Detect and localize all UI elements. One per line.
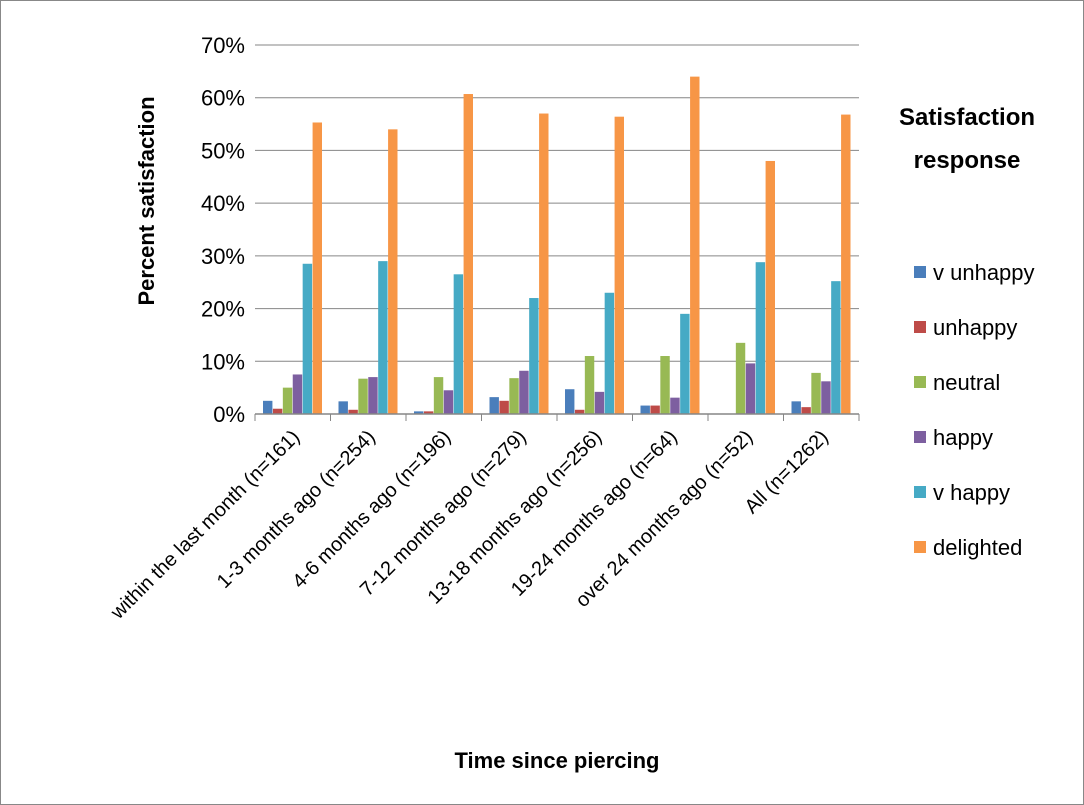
legend-item: delighted [914, 535, 1022, 560]
legend-label: happy [933, 425, 993, 450]
bar-happy [368, 377, 378, 414]
legend-swatch [914, 321, 926, 333]
bar-unhappy [348, 409, 358, 414]
x-axis-tick-labels: within the last month (n=161)1-3 months … [106, 426, 833, 624]
bar-happy [745, 363, 756, 414]
bar-happy [821, 381, 831, 414]
legend-item: v happy [914, 480, 1010, 505]
bar-group [489, 113, 549, 415]
legend-swatch [914, 541, 926, 553]
bar-delighted [614, 116, 624, 414]
bar-happy [519, 370, 529, 414]
bar-v-happy [604, 292, 615, 414]
legend-label: neutral [933, 370, 1000, 395]
bar-v-unhappy [338, 401, 348, 414]
legend-label: v unhappy [933, 260, 1035, 285]
bar-v-unhappy [489, 397, 499, 414]
y-tick-label: 10% [201, 349, 245, 374]
bar-delighted [539, 113, 549, 415]
bar-group [338, 129, 398, 415]
bar-v-happy [755, 262, 766, 414]
legend-title-line-2: response [914, 147, 1021, 174]
y-tick-label: 70% [201, 33, 245, 58]
x-axis [254, 413, 860, 421]
bar-group [414, 94, 473, 414]
bar-delighted [690, 76, 700, 414]
bar-v-unhappy [565, 389, 575, 414]
bar-neutral [509, 378, 519, 414]
bar-happy [292, 374, 303, 414]
legend-swatch [914, 266, 926, 278]
legend-swatch [914, 376, 926, 388]
bar-happy [443, 390, 454, 414]
legend-label: unhappy [933, 315, 1017, 340]
bar-neutral [358, 378, 368, 414]
bar-v-happy [378, 261, 388, 414]
bar-delighted [312, 122, 322, 415]
bar-v-happy [453, 274, 464, 414]
legend-item: neutral [914, 370, 1000, 395]
bar-unhappy [272, 408, 283, 414]
bar-delighted [463, 94, 473, 414]
bar-neutral [660, 356, 670, 414]
bar-unhappy [801, 407, 811, 414]
bar-unhappy [650, 405, 660, 414]
bar-v-unhappy [414, 411, 424, 414]
bars [263, 76, 851, 415]
legend: Satisfaction response v unhappy unhappy ne… [899, 104, 1035, 560]
bar-neutral [811, 372, 821, 414]
bar-v-unhappy [263, 400, 273, 414]
bar-neutral [433, 377, 444, 414]
bar-group [640, 76, 700, 414]
y-tick-label: 20% [201, 297, 245, 322]
y-tick-label: 40% [201, 191, 245, 216]
bar-group [791, 114, 851, 414]
bar-unhappy [423, 411, 434, 414]
bar-group [735, 160, 775, 414]
bar-v-unhappy [791, 401, 801, 414]
bar-delighted [765, 160, 775, 414]
x-tick-label: 1-3 months ago (n=254) [213, 426, 380, 593]
legend-title-line-1: Satisfaction [899, 104, 1035, 131]
legend-item: unhappy [914, 315, 1017, 340]
bar-delighted [841, 114, 851, 414]
legend-item: happy [914, 425, 993, 450]
bar-neutral [584, 356, 595, 414]
bar-group [565, 116, 624, 414]
bar-neutral [735, 342, 746, 414]
x-axis-title: Time since piercing [454, 748, 659, 773]
legend-label: v happy [933, 480, 1010, 505]
bar-happy [670, 397, 680, 414]
bar-v-unhappy [640, 405, 650, 414]
bar-v-happy [529, 298, 539, 414]
y-axis-title: Percent satisfaction [134, 96, 159, 305]
bar-delighted [388, 129, 398, 415]
y-axis-ticks: 0% 10% 20% 30% 40% 50% 60% 70% [201, 33, 245, 427]
y-tick-label: 30% [201, 244, 245, 269]
x-tick-label: 4-6 months ago (n=196) [288, 426, 455, 593]
bar-neutral [282, 387, 293, 414]
bar-v-happy [680, 313, 690, 414]
bar-unhappy [574, 409, 585, 414]
legend-item: v unhappy [914, 260, 1035, 285]
bar-happy [594, 391, 605, 414]
bar-unhappy [499, 400, 509, 414]
bar-group [263, 122, 322, 415]
gridlines [255, 44, 859, 415]
legend-swatch [914, 486, 926, 498]
bar-v-happy [302, 263, 313, 414]
bar-v-happy [831, 281, 841, 414]
y-tick-label: 50% [201, 138, 245, 163]
legend-label: delighted [933, 535, 1022, 560]
y-tick-label: 0% [213, 402, 245, 427]
legend-swatch [914, 431, 926, 443]
y-tick-label: 60% [201, 86, 245, 111]
